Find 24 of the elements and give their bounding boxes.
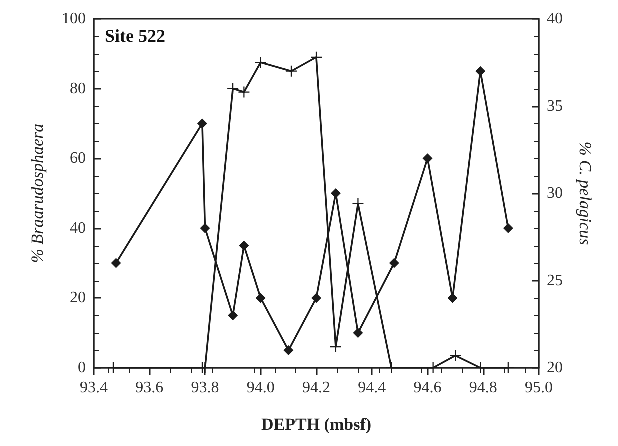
x-tick-label: 93.4 — [80, 380, 108, 396]
y-tick-label: 40 — [70, 220, 86, 237]
x-tick-label: 94.8 — [469, 380, 498, 396]
y2-tick-label: 40 — [547, 10, 563, 28]
chart-title: Site 522 — [105, 26, 166, 46]
y2-tick-label: 20 — [547, 360, 563, 376]
x-tick-label: 93.8 — [191, 380, 220, 396]
y-tick-label: 100 — [62, 10, 86, 28]
x-tick-label: 95.0 — [525, 380, 553, 396]
x-tick-label: 94.0 — [246, 380, 275, 396]
y2-tick-label: 25 — [547, 272, 563, 290]
y2-tick-label: 35 — [547, 98, 563, 115]
y-tick-label: 20 — [70, 290, 86, 307]
x-tick-label: 94.2 — [302, 380, 330, 396]
y-tick-label: 0 — [78, 360, 86, 376]
x-axis-title: DEPTH (mbsf) — [261, 415, 372, 434]
y-tick-label: 80 — [70, 80, 86, 98]
x-tick-label: 93.6 — [136, 380, 164, 396]
x-tick-label: 94.4 — [358, 380, 386, 396]
y-axis-title: % Braarudosphaera — [28, 124, 47, 264]
y-tick-label: 60 — [70, 150, 86, 168]
y2-axis-title: % C. pelagicus — [576, 142, 595, 246]
x-tick-label: 94.6 — [414, 380, 442, 396]
y2-tick-label: 30 — [547, 185, 563, 202]
